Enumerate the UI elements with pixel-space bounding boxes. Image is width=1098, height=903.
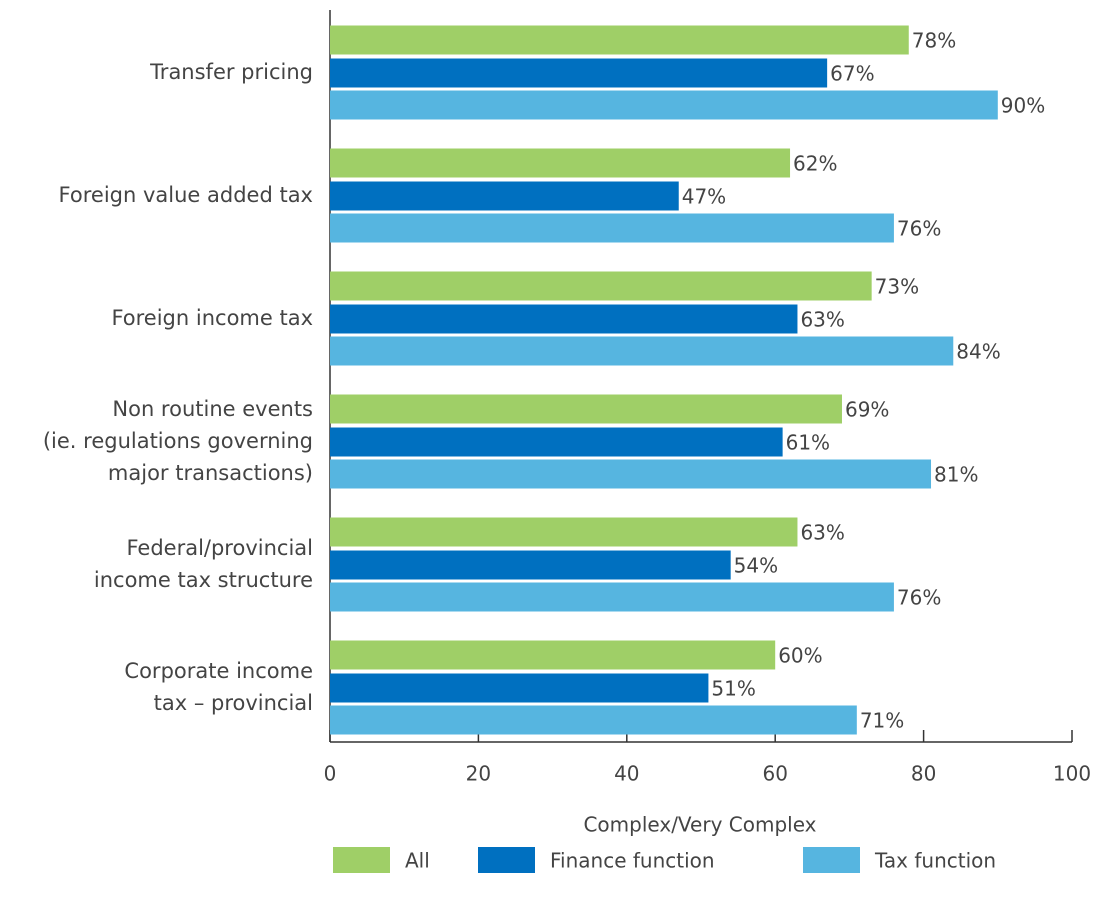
category-label: Non routine events xyxy=(112,397,313,421)
category-label: Federal/provincial xyxy=(126,536,313,560)
value-label: 67% xyxy=(830,62,874,86)
bar xyxy=(330,673,709,703)
x-tick-label: 60 xyxy=(762,762,787,786)
bar xyxy=(330,427,783,457)
value-label: 73% xyxy=(875,275,919,299)
value-label: 90% xyxy=(1001,94,1045,118)
value-label: 69% xyxy=(845,398,889,422)
value-label: 76% xyxy=(897,217,941,241)
legend-swatch xyxy=(478,847,535,873)
value-label: 71% xyxy=(860,709,904,733)
x-tick-label: 100 xyxy=(1053,762,1091,786)
category-label: Foreign value added tax xyxy=(59,183,313,207)
bar xyxy=(330,582,894,612)
x-axis-label: Complex/Very Complex xyxy=(583,813,816,837)
legend-swatch xyxy=(333,847,390,873)
bar xyxy=(330,459,932,489)
category-label: Transfer pricing xyxy=(149,60,313,84)
value-label: 84% xyxy=(956,340,1000,364)
value-label: 47% xyxy=(682,185,726,209)
bar xyxy=(330,148,791,178)
bar xyxy=(330,25,909,55)
bar xyxy=(330,304,798,334)
value-label: 63% xyxy=(800,308,844,332)
category-label: Corporate income xyxy=(124,659,313,683)
bar xyxy=(330,705,857,735)
category-label: income tax structure xyxy=(94,568,313,592)
value-label: 61% xyxy=(786,431,830,455)
category-label: major transactions) xyxy=(108,461,313,485)
bar xyxy=(330,90,998,120)
value-label: 54% xyxy=(734,554,778,578)
value-label: 63% xyxy=(800,521,844,545)
x-tick-label: 40 xyxy=(614,762,639,786)
category-label: tax – provincial xyxy=(154,691,313,715)
value-label: 60% xyxy=(778,644,822,668)
bar xyxy=(330,517,798,547)
bar xyxy=(330,213,894,243)
bar xyxy=(330,271,872,301)
value-label: 62% xyxy=(793,152,837,176)
category-label: (ie. regulations governing xyxy=(43,429,313,453)
x-tick-label: 0 xyxy=(324,762,337,786)
x-tick-label: 80 xyxy=(911,762,936,786)
bar xyxy=(330,336,954,366)
bar xyxy=(330,640,776,670)
legend-label: Finance function xyxy=(550,849,715,873)
value-label: 51% xyxy=(711,677,755,701)
x-tick-label: 20 xyxy=(466,762,491,786)
bar xyxy=(330,394,842,424)
value-label: 78% xyxy=(912,29,956,53)
legend-swatch xyxy=(803,847,860,873)
legend-label: All xyxy=(405,849,430,873)
legend-label: Tax function xyxy=(874,849,996,873)
bar xyxy=(330,181,679,211)
bar xyxy=(330,58,828,88)
value-label: 76% xyxy=(897,586,941,610)
category-label: Foreign income tax xyxy=(111,306,313,330)
bar xyxy=(330,550,731,580)
value-label: 81% xyxy=(934,463,978,487)
